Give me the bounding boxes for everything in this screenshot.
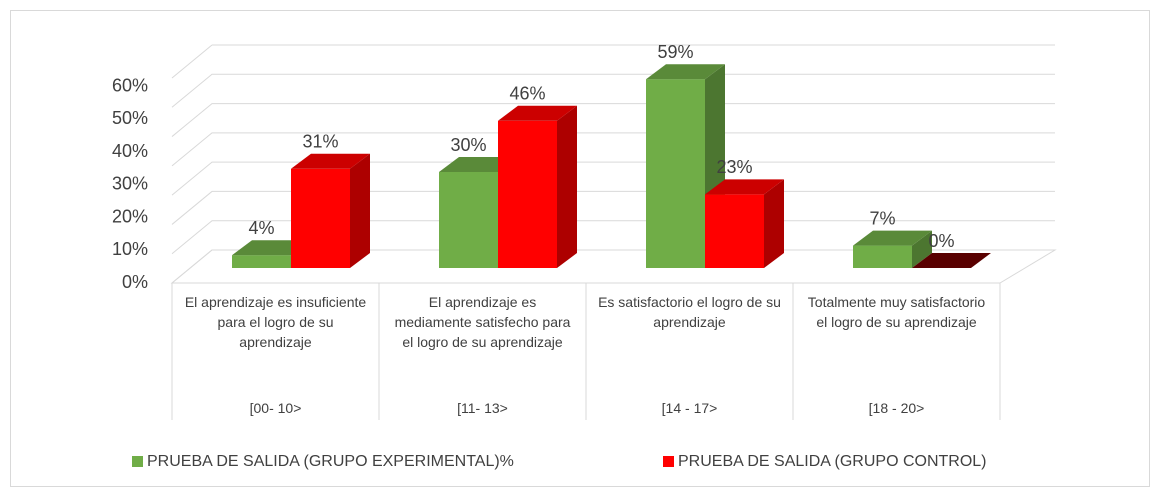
grid-line: [171, 161, 1055, 196]
y-tick-label: 60%: [112, 75, 148, 95]
y-tick-label: 30%: [112, 174, 148, 194]
legend-swatch: [132, 456, 143, 467]
value-label: 59%: [657, 42, 693, 62]
value-label: 4%: [248, 218, 274, 238]
x-range-label: [14 - 17>: [661, 400, 718, 416]
grid-line: [171, 132, 1055, 167]
value-label: 46%: [509, 84, 545, 104]
grid-line: [171, 103, 1055, 137]
bar-front: [439, 172, 498, 268]
x-range-label: [00- 10>: [249, 400, 302, 416]
value-label: 7%: [869, 208, 895, 228]
bar-top: [912, 253, 991, 268]
x-category-label: Es satisfactorio el logro de su aprendiz…: [598, 294, 781, 330]
grid-line: [171, 73, 1055, 108]
value-label: 0%: [928, 231, 954, 251]
x-category-label: El aprendizaje es mediamente satisfecho …: [394, 294, 571, 350]
x-range-label: [11- 13>: [457, 400, 508, 416]
chart-border: [10, 10, 1150, 487]
value-label: 23%: [716, 157, 752, 177]
x-category-label: El aprendizaje es insuficiente para el l…: [184, 294, 367, 350]
bar-top: [705, 179, 784, 195]
bar-side: [764, 179, 784, 268]
x-category-label: Totalmente muy satisfactorio el logro de…: [807, 294, 986, 330]
bar-top: [498, 105, 577, 121]
bar-side: [912, 230, 932, 268]
bar-top: [853, 230, 932, 246]
bar-front: [498, 120, 557, 268]
y-tick-label: 20%: [112, 206, 148, 226]
bar-front: [853, 245, 912, 268]
wall-top: [171, 44, 213, 79]
bar-front: [291, 168, 350, 268]
legend-label: PRUEBA DE SALIDA (GRUPO EXPERIMENTAL)%: [147, 453, 514, 470]
legend-label: PRUEBA DE SALIDA (GRUPO CONTROL): [678, 453, 987, 470]
bar-top: [291, 153, 370, 169]
bar-side: [557, 105, 577, 268]
bar-side: [350, 153, 370, 268]
value-label: 30%: [450, 135, 486, 155]
y-tick-label: 10%: [112, 239, 148, 259]
bar-front: [232, 255, 291, 268]
y-tick-label: 40%: [112, 141, 148, 161]
legend-swatch: [663, 456, 674, 467]
value-label: 31%: [302, 132, 338, 152]
bar-front: [646, 79, 705, 268]
bar-top: [646, 64, 725, 80]
y-tick-label: 50%: [112, 108, 148, 128]
y-tick-label: 0%: [122, 272, 148, 292]
bar-front: [705, 194, 764, 268]
x-range-label: [18 - 20>: [868, 400, 925, 416]
